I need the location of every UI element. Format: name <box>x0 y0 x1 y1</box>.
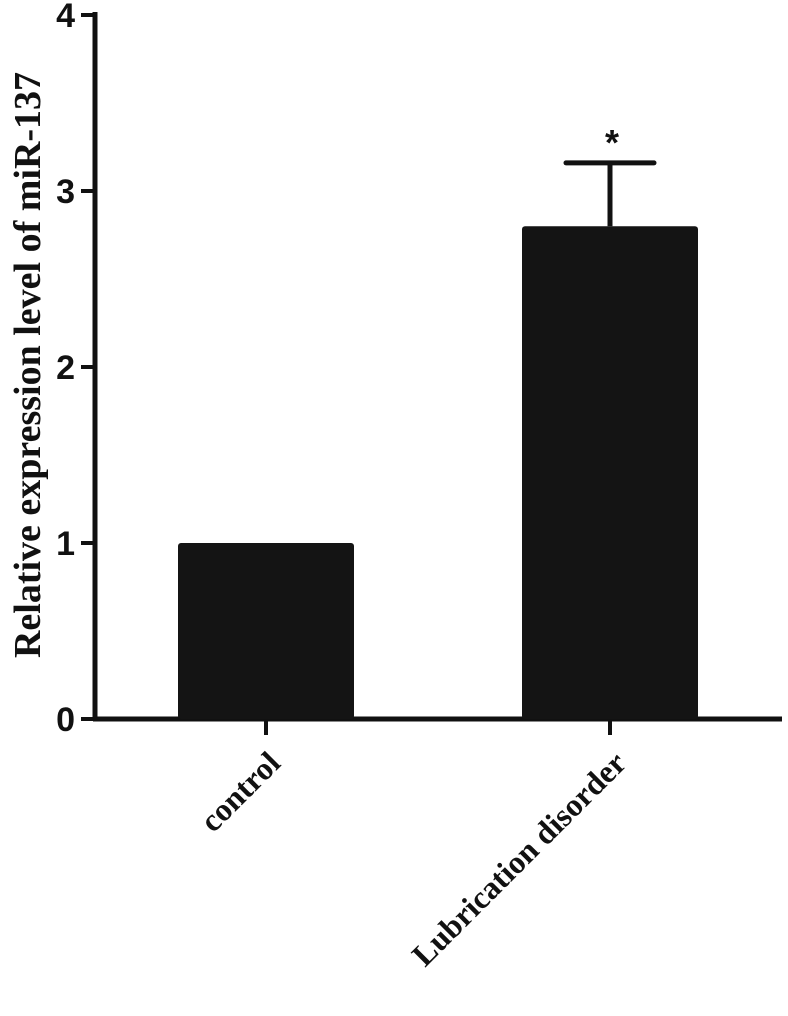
y-axis-title: Relative expression level of miR-137 <box>7 72 49 658</box>
y-tick-label: 0 <box>56 701 75 739</box>
x-axis <box>93 716 782 735</box>
category-label: Lubrication disorder <box>404 744 632 972</box>
y-tick-label: 3 <box>56 173 75 211</box>
y-tick-label: 2 <box>56 349 75 387</box>
significance-markers: * <box>605 122 619 163</box>
x-ticks <box>264 719 612 735</box>
y-tick-label: 1 <box>56 525 75 563</box>
bars <box>178 226 698 719</box>
y-ticks: 0 1 2 3 4 <box>56 0 95 739</box>
category-label: control <box>193 744 287 838</box>
error-bars <box>563 160 657 227</box>
significance-asterisk: * <box>605 122 619 163</box>
bar-control <box>178 543 354 719</box>
bar-lubrication-disorder <box>522 226 698 719</box>
y-axis: 0 1 2 3 4 <box>56 0 98 739</box>
category-labels: control Lubrication disorder <box>193 744 633 973</box>
y-tick-label: 4 <box>56 0 75 35</box>
